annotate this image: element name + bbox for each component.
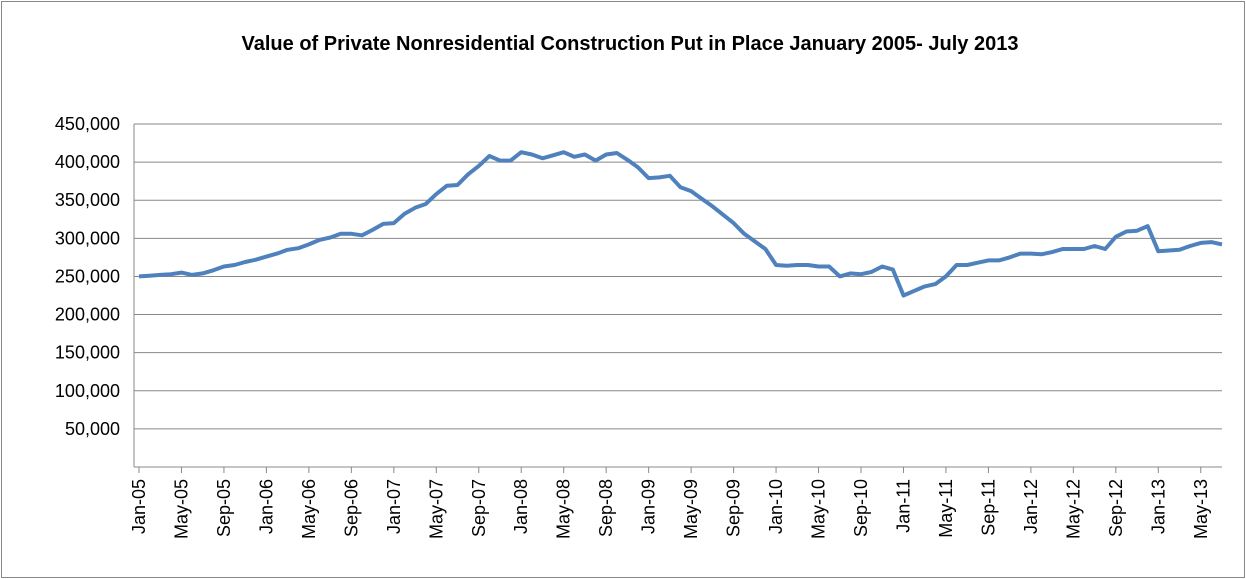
line: [138, 150, 1223, 298]
x-tick-label: Jan-05: [129, 479, 149, 534]
x-tick-label: Sep-10: [851, 479, 871, 537]
x-tick-label: Sep-06: [341, 479, 361, 537]
x-tick-label: May-09: [681, 479, 701, 539]
x-tick-label: May-10: [809, 479, 829, 539]
y-tick-label: 300,000: [55, 228, 120, 248]
y-tick-label: 100,000: [55, 381, 120, 401]
y-tick-label: 50,000: [65, 419, 120, 439]
x-tick-label: Sep-08: [596, 479, 616, 537]
y-tick-label: 400,000: [55, 152, 120, 172]
x-tick-label: Jan-10: [766, 479, 786, 534]
x-tick-label: Jan-09: [639, 479, 659, 534]
x-tick-label: Jan-12: [1021, 479, 1041, 534]
x-tick-label: Sep-05: [214, 479, 234, 537]
y-tick-label: 150,000: [55, 343, 120, 363]
x-tick-label: Jan-13: [1148, 479, 1168, 534]
x-tick-label: Sep-09: [724, 479, 744, 537]
x-tick-label: May-05: [171, 479, 191, 539]
x-tick-label: May-08: [554, 479, 574, 539]
y-tick-label: 250,000: [55, 266, 120, 286]
x-tick-label: Jan-06: [256, 479, 276, 534]
y-tick-label: 200,000: [55, 305, 120, 325]
x-tick-label: Sep-07: [469, 479, 489, 537]
x-tick-label: May-07: [426, 479, 446, 539]
chart-title: Value of Private Nonresidential Construc…: [241, 33, 1019, 55]
y-tick-label: 450,000: [55, 114, 120, 134]
x-tick-label: May-13: [1191, 479, 1211, 539]
x-tick-label: Sep-11: [978, 479, 998, 536]
x-tick-label: May-11: [936, 479, 956, 538]
x-tick-label: Sep-12: [1106, 479, 1126, 537]
x-tick-label: May-06: [299, 479, 319, 539]
x-tick-label: Jan-08: [511, 479, 531, 534]
x-tick-label: Jan-07: [384, 479, 404, 534]
x-tick-label: Jan-11: [893, 479, 913, 533]
y-tick-label: 350,000: [55, 190, 120, 210]
x-tick-label: May-12: [1063, 479, 1083, 539]
